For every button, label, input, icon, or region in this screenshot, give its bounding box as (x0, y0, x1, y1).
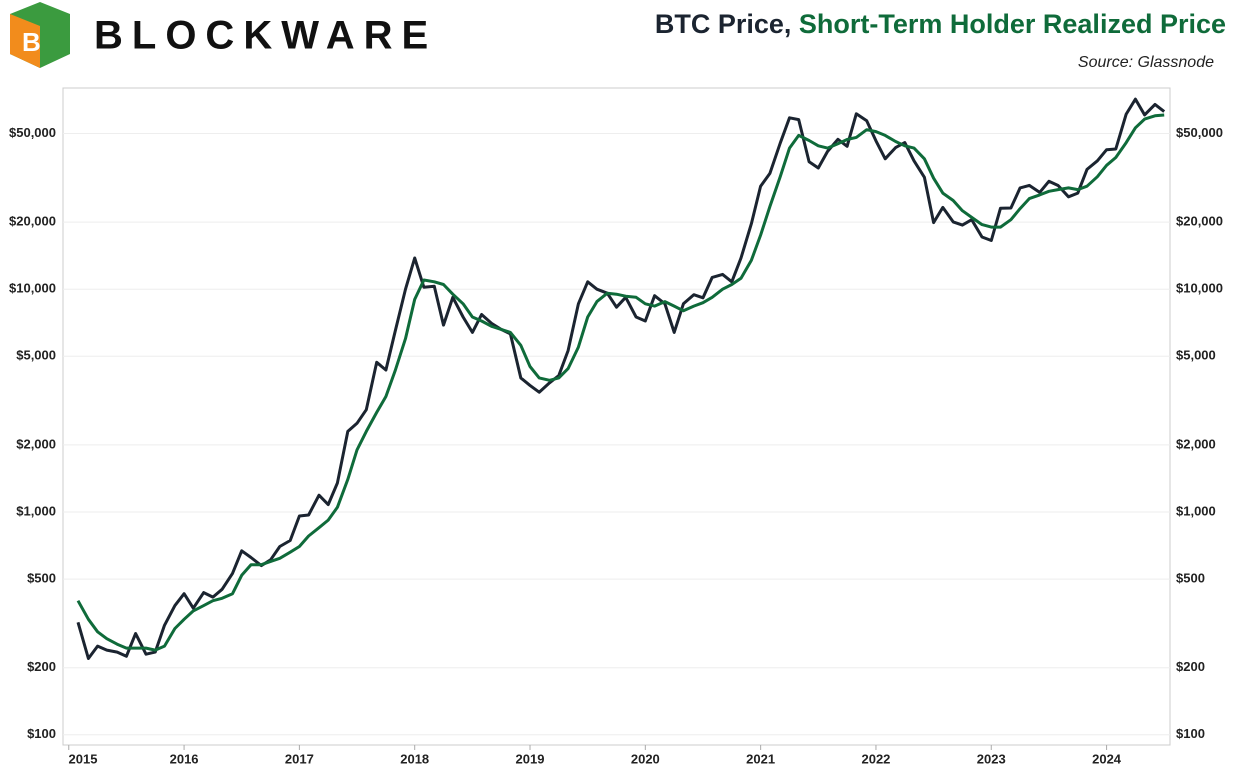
y-tick-label: $500 (27, 571, 56, 586)
y-tick-label: $200 (27, 659, 56, 674)
series-line (76, 113, 1165, 652)
y-tick-label: $50,000 (9, 125, 56, 140)
y-tick-label: $10,000 (9, 281, 56, 296)
y2-tick-label: $50,000 (1176, 125, 1223, 140)
y2-tick-label: $5,000 (1176, 348, 1216, 363)
x-tick-label: 2021 (746, 751, 775, 766)
x-tick-label: 2020 (631, 751, 660, 766)
logo-icon: B (10, 2, 70, 68)
y2-tick-label: $100 (1176, 726, 1205, 741)
source: Source: Glassnode (1078, 54, 1214, 71)
plot-frame (62, 87, 1171, 746)
y2-tick-label: $20,000 (1176, 214, 1223, 229)
y2-tick-label: $10,000 (1176, 281, 1223, 296)
y2-tick-label: $1,000 (1176, 503, 1216, 518)
y-tick-label: $100 (27, 726, 56, 741)
y-tick-label: $2,000 (16, 436, 56, 451)
x-tick-label: 2022 (861, 751, 890, 766)
svg-text:B: B (22, 27, 41, 57)
y2-tick-label: $200 (1176, 659, 1205, 674)
x-tick-label: 2015 (69, 751, 98, 766)
y2-tick-label: $500 (1176, 571, 1205, 586)
title-part: BTC Price, (655, 9, 792, 39)
x-tick-label: 2024 (1092, 751, 1122, 766)
x-tick-label: 2018 (400, 751, 429, 766)
y-tick-label: $5,000 (16, 348, 56, 363)
x-tick-label: 2017 (285, 751, 314, 766)
x-tick-label: 2023 (977, 751, 1006, 766)
chart-title: BTC Price, Short-Term Holder Realized Pr… (655, 9, 1226, 39)
brand: BLOCKWARE (94, 14, 437, 58)
x-tick-label: 2019 (516, 751, 545, 766)
y-tick-label: $20,000 (9, 214, 56, 229)
y2-tick-label: $2,000 (1176, 436, 1216, 451)
y-tick-label: $1,000 (16, 503, 56, 518)
x-tick-label: 2016 (170, 751, 199, 766)
title-part: Short-Term Holder Realized Price (799, 9, 1226, 39)
